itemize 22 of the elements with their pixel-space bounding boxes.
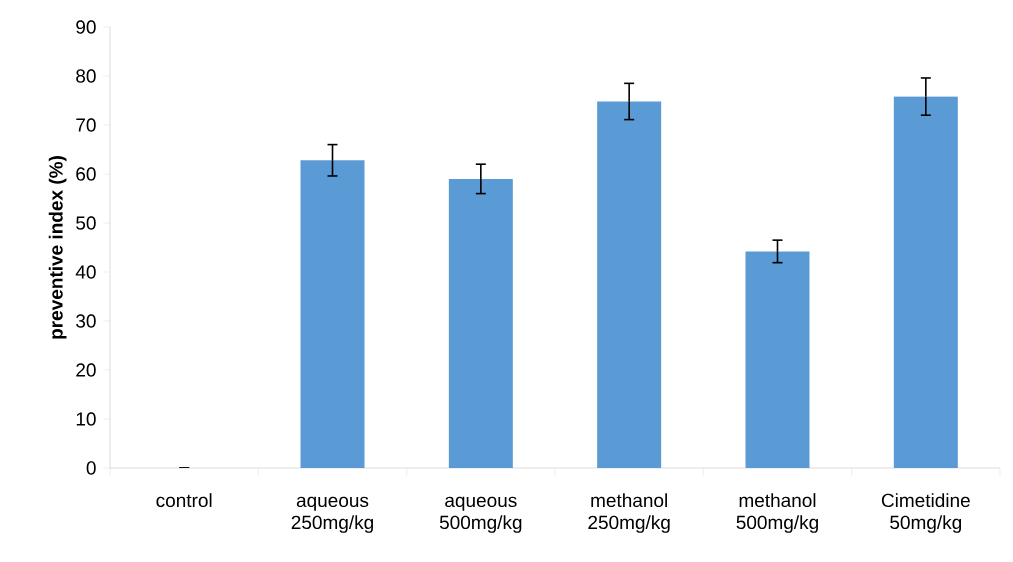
bar (893, 96, 958, 468)
bar (300, 160, 365, 468)
y-tick-label: 60 (76, 167, 96, 181)
bar (448, 178, 513, 468)
y-tick-label: 30 (76, 314, 96, 328)
y-tick-label: 20 (76, 363, 96, 377)
x-tick-label: methanol 500mg/kg (736, 493, 818, 533)
bar (597, 101, 662, 468)
y-tick-label: 80 (76, 69, 96, 83)
x-tick-label: aqueous 250mg/kg (291, 496, 373, 533)
x-tick-label: Cimetidine 50mg/kg (881, 493, 970, 533)
y-tick-label: 70 (76, 118, 96, 132)
y-tick-label: 90 (76, 20, 96, 34)
y-tick-label: 50 (76, 216, 96, 230)
bar (745, 251, 810, 468)
x-tick-label: control (156, 493, 212, 508)
y-tick-label: 40 (75, 265, 96, 279)
y-axis-title: preventive index (%) (48, 156, 67, 339)
y-tick-label: 10 (76, 412, 96, 426)
y-tick-label: 0 (86, 461, 96, 475)
x-tick-label: aqueous 500mg/kg (439, 496, 522, 533)
x-tick-label: methanol 250mg/kg (588, 493, 670, 533)
